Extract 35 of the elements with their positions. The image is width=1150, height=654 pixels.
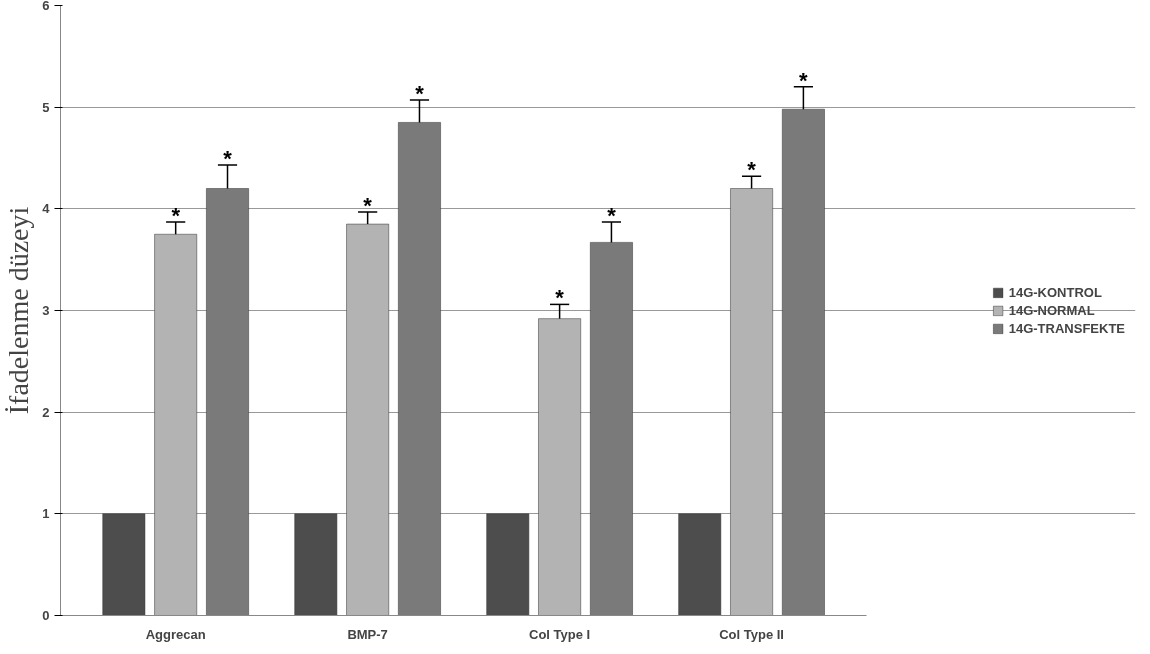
bar — [346, 223, 390, 616]
x-tick-label: Aggrecan — [145, 626, 206, 642]
y-tick-label: 5 — [42, 99, 50, 115]
bar — [730, 188, 773, 616]
bar — [154, 234, 198, 616]
bar — [678, 513, 722, 616]
annotation: * — [607, 203, 617, 229]
y-tick-label: 1 — [42, 506, 50, 522]
annotation: * — [171, 203, 181, 229]
annotation: * — [799, 67, 809, 93]
bar — [782, 108, 825, 616]
bar — [538, 318, 581, 616]
y-tick-label: 0 — [42, 608, 50, 623]
annotation: * — [363, 192, 373, 218]
annotation: * — [555, 285, 565, 311]
y-tick-label: 3 — [42, 303, 50, 318]
x-tick-label: Col Type II — [719, 626, 784, 642]
x-tick-label: Col Type I — [529, 626, 591, 642]
y-axis-title: İfadelenme düzeyi — [3, 206, 35, 415]
x-tick-label: BMP-7 — [347, 626, 388, 642]
bar — [206, 188, 249, 616]
legend-label: 14G-NORMAL — [1008, 302, 1095, 318]
legend-label: 14G-KONTROL — [1008, 284, 1102, 300]
y-tick-label: 6 — [42, 0, 50, 13]
bar — [294, 513, 338, 616]
bar — [398, 122, 441, 616]
y-tick-label: 4 — [42, 201, 51, 217]
bar — [102, 513, 146, 616]
annotation: * — [415, 81, 425, 107]
legend-label: 14G-TRANSFEKTE — [1008, 320, 1125, 336]
annotation: * — [747, 157, 757, 183]
bar — [590, 242, 633, 616]
bar — [486, 513, 530, 616]
y-tick-label: 2 — [42, 404, 50, 420]
annotation: * — [223, 146, 233, 172]
